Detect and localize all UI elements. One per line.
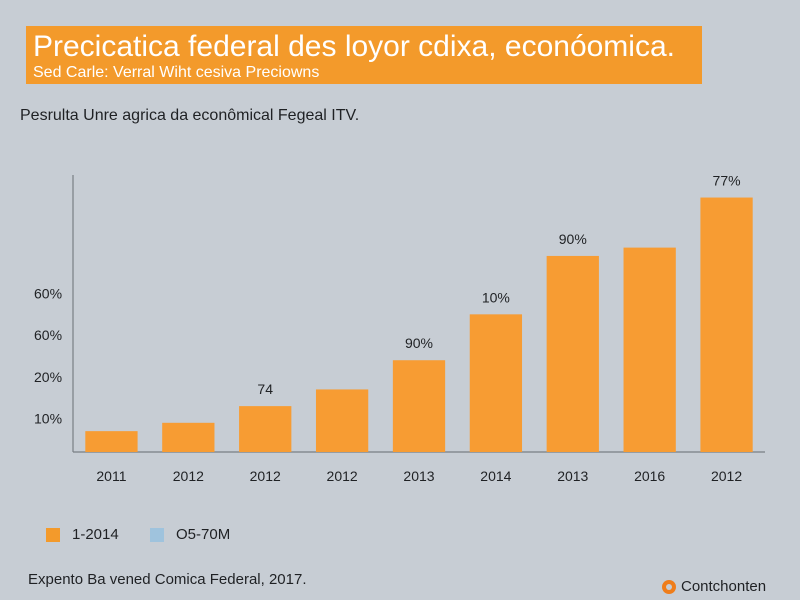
chart-title: Precicatica federal des loyor cdixa, eco… — [33, 30, 675, 63]
brand-name: Contchonten — [681, 578, 767, 595]
bar-value-label-5: 10% — [482, 289, 510, 305]
x-tick-label-3: 2012 — [327, 468, 358, 484]
legend-swatch-series-1 — [46, 528, 60, 542]
x-tick-label-7: 2016 — [634, 468, 665, 484]
bar-value-label-2: 74 — [257, 381, 273, 397]
bar-value-label-6: 90% — [559, 231, 587, 247]
bar-0 — [85, 431, 138, 452]
bar-5 — [469, 314, 523, 452]
x-tick-label-5: 2014 — [480, 468, 511, 484]
y-tick-label-1: 20% — [34, 369, 62, 385]
bar-7 — [623, 247, 676, 452]
chart-subheading: Pesrulta Unre agrica da econômical Fegea… — [20, 107, 360, 124]
x-tick-label-4: 2013 — [403, 468, 434, 484]
title-banner: Precicatica federal des loyor cdixa, eco… — [26, 26, 702, 84]
bar-value-label-8: 77% — [713, 173, 741, 189]
bar-1 — [162, 422, 215, 452]
x-tick-label-2: 2012 — [250, 468, 281, 484]
x-tick-label-8: 2012 — [711, 468, 742, 484]
legend-label-series-1: 1-2014 — [72, 526, 119, 543]
legend-label-series-2: O5-70M — [176, 526, 231, 543]
y-tick-label-0: 10% — [34, 411, 62, 427]
y-tick-label-3: 60% — [34, 285, 62, 301]
x-tick-label-1: 2012 — [173, 468, 204, 484]
legend-swatch-series-2 — [150, 528, 164, 542]
bar-value-label-4: 90% — [405, 335, 433, 351]
bar-6 — [546, 255, 599, 452]
bar-4 — [392, 360, 446, 452]
x-tick-label-0: 2011 — [96, 468, 126, 484]
bar-2 — [239, 406, 292, 452]
y-tick-label-2: 60% — [34, 327, 62, 343]
bar-3 — [315, 389, 369, 452]
source-footnote: Expento Ba vened Comica Federal, 2017. — [28, 571, 307, 588]
x-tick-label-6: 2013 — [557, 468, 588, 484]
chart-subtitle: Sed Carle: Verral Wiht cesiva Preciowns — [33, 64, 320, 81]
bar-8 — [700, 197, 753, 452]
brand-logo-icon — [662, 580, 676, 594]
